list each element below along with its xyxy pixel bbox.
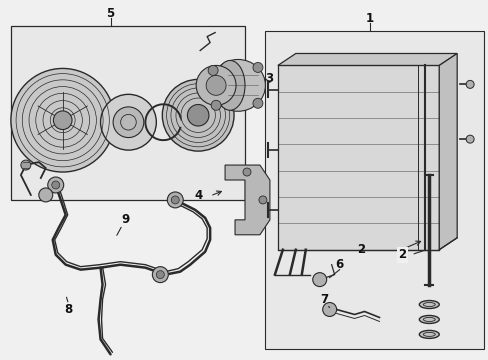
Circle shape: [21, 160, 31, 170]
Ellipse shape: [419, 315, 438, 323]
Text: 2: 2: [398, 248, 406, 261]
Circle shape: [101, 94, 156, 150]
Circle shape: [52, 181, 60, 189]
Text: 8: 8: [64, 303, 73, 316]
Text: 2: 2: [357, 243, 365, 256]
Circle shape: [11, 68, 114, 172]
Circle shape: [53, 111, 72, 130]
Text: 4: 4: [195, 189, 203, 202]
Text: 3: 3: [264, 72, 272, 85]
Ellipse shape: [215, 60, 244, 110]
Bar: [264, 31, 483, 349]
Circle shape: [152, 267, 168, 283]
Circle shape: [113, 107, 143, 138]
Circle shape: [171, 196, 179, 204]
Bar: [11, 26, 244, 200]
Text: 1: 1: [365, 12, 373, 25]
Text: 7: 7: [320, 293, 328, 306]
Circle shape: [167, 192, 183, 208]
Polygon shape: [224, 165, 269, 235]
Circle shape: [48, 177, 63, 193]
Polygon shape: [438, 54, 456, 250]
Circle shape: [259, 196, 266, 204]
Circle shape: [243, 168, 250, 176]
Circle shape: [322, 302, 336, 316]
Polygon shape: [277, 66, 438, 250]
Circle shape: [196, 66, 236, 105]
Circle shape: [206, 75, 225, 95]
Circle shape: [156, 271, 164, 279]
Ellipse shape: [419, 330, 438, 338]
Circle shape: [252, 62, 263, 72]
Circle shape: [208, 66, 218, 75]
Text: 5: 5: [106, 7, 114, 20]
Circle shape: [465, 80, 473, 88]
Circle shape: [187, 104, 208, 126]
Circle shape: [39, 188, 53, 202]
Text: 6: 6: [335, 258, 343, 271]
Circle shape: [211, 100, 221, 110]
Circle shape: [312, 273, 326, 287]
Circle shape: [465, 135, 473, 143]
Ellipse shape: [210, 59, 265, 111]
Polygon shape: [277, 54, 456, 66]
Ellipse shape: [419, 301, 438, 309]
Text: 9: 9: [121, 213, 129, 226]
Circle shape: [252, 98, 263, 108]
Circle shape: [162, 80, 234, 151]
